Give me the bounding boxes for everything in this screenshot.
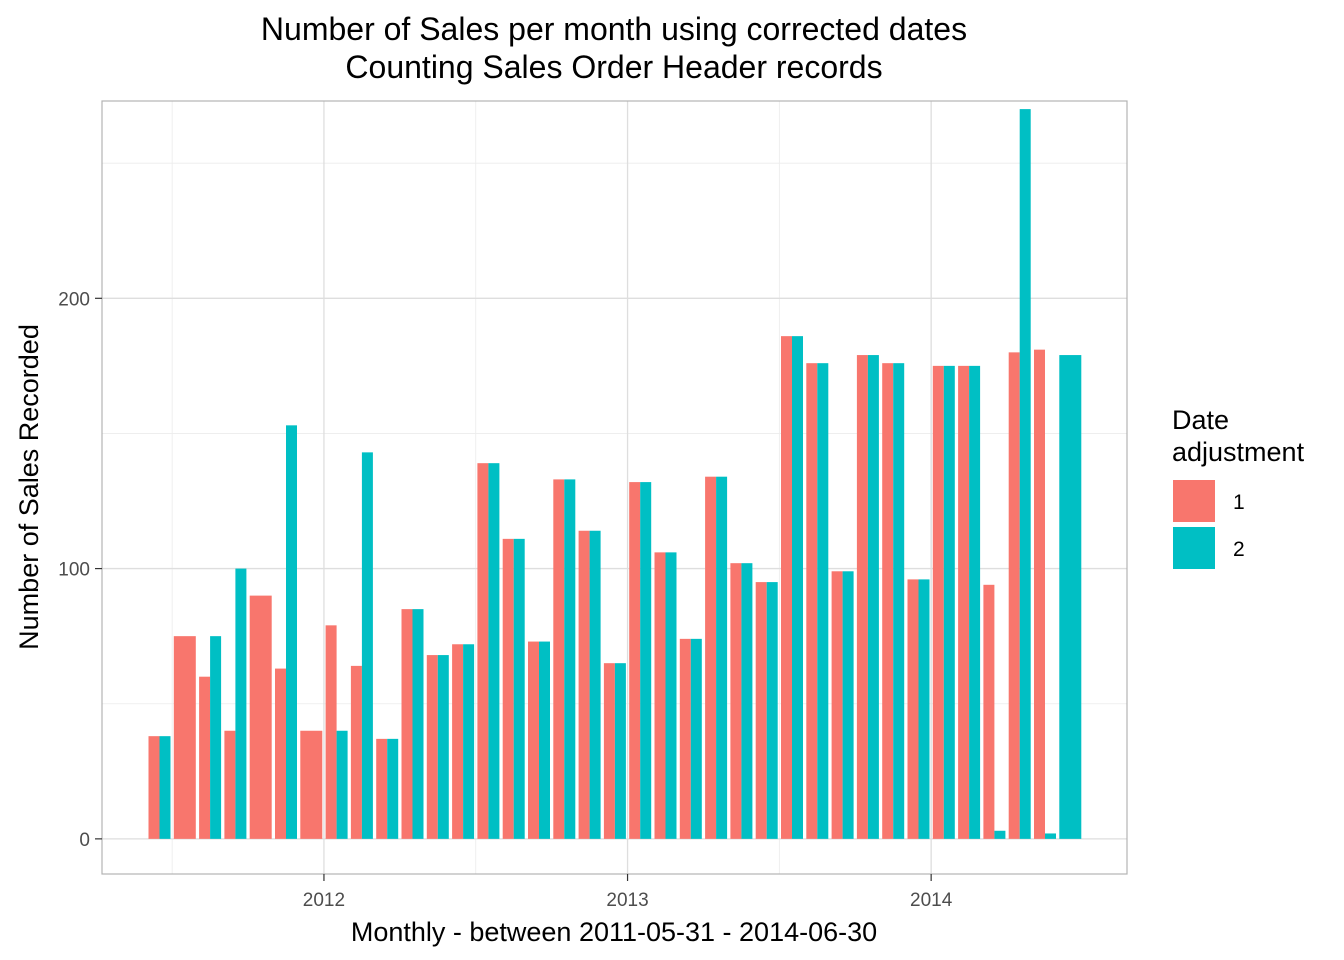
bar-series-1 xyxy=(426,655,438,839)
bar-series-1 xyxy=(350,665,362,839)
bar-series-1 xyxy=(224,730,236,839)
minor-gridlines xyxy=(102,101,1127,874)
bar-series-2 xyxy=(463,644,475,839)
bar-series-1 xyxy=(730,563,742,839)
bar-series-1 xyxy=(629,482,641,839)
bar-series-1 xyxy=(502,538,514,839)
bar-series-2 xyxy=(210,636,222,839)
bar-series-2 xyxy=(513,538,525,839)
bar-series-2 xyxy=(867,355,879,839)
bar-series-2 xyxy=(1059,355,1082,839)
bar-series-1 xyxy=(528,641,539,839)
legend-title-line-1: Date xyxy=(1172,405,1229,435)
bar-series-2 xyxy=(488,463,500,839)
bar-series-2 xyxy=(589,530,601,839)
bar-series-2 xyxy=(792,336,803,839)
bar-series-1 xyxy=(376,738,388,839)
bar-series-2 xyxy=(614,663,626,839)
bar-series-2 xyxy=(361,452,373,839)
bar-series-2 xyxy=(437,655,449,839)
bar-series-1 xyxy=(578,530,590,839)
legend: Date adjustment 1 2 xyxy=(1172,405,1305,569)
legend-label-2: 2 xyxy=(1233,538,1245,561)
bars xyxy=(148,109,1082,839)
bar-series-1 xyxy=(907,579,919,839)
bar-series-1 xyxy=(882,363,894,839)
bar-series-1 xyxy=(1034,349,1045,839)
y-axis-ticks: 0 100 200 xyxy=(58,289,102,851)
plot-panel-border xyxy=(101,100,1128,875)
x-axis-title: Monthly - between 2011-05-31 - 2014-06-3… xyxy=(351,917,877,947)
bar-series-2 xyxy=(235,568,247,839)
bar-series-1 xyxy=(755,582,767,839)
bar-series-1 xyxy=(452,644,464,839)
bar-series-2 xyxy=(336,730,348,839)
chart-title: Number of Sales per month using correcte… xyxy=(261,11,967,47)
legend-swatch-2 xyxy=(1173,527,1215,569)
bar-series-2 xyxy=(893,363,905,839)
legend-title-line-2: adjustment xyxy=(1172,437,1305,467)
bar-series-1 xyxy=(603,663,615,839)
bar-series-1 xyxy=(553,479,565,839)
major-gridlines xyxy=(102,101,1127,874)
bar-series-2 xyxy=(412,609,424,839)
bar-series-1 xyxy=(300,730,323,839)
bar-series-1 xyxy=(958,365,970,839)
chart-subtitle: Counting Sales Order Header records xyxy=(345,49,882,85)
bar-series-2 xyxy=(539,641,550,839)
bar-series-1 xyxy=(173,636,196,839)
bar-series-1 xyxy=(932,365,944,839)
bar-series-1 xyxy=(1008,352,1020,839)
bar-series-2 xyxy=(1045,833,1056,839)
y-tick-label: 100 xyxy=(58,560,90,581)
bar-series-1 xyxy=(654,552,666,839)
bar-series-2 xyxy=(842,571,854,839)
y-tick-label: 200 xyxy=(58,289,90,310)
bar-series-2 xyxy=(817,363,829,839)
bar-series-2 xyxy=(969,365,981,839)
bar-series-1 xyxy=(325,625,337,839)
x-tick-label: 2013 xyxy=(606,890,648,911)
bar-series-2 xyxy=(564,479,576,839)
bar-series-1 xyxy=(983,584,995,839)
bar-series-1 xyxy=(856,355,868,839)
bar-series-1 xyxy=(679,638,691,839)
bar-series-1 xyxy=(781,336,792,839)
bar-series-2 xyxy=(918,579,930,839)
bar-series-1 xyxy=(705,476,717,839)
legend-label-1: 1 xyxy=(1233,491,1245,514)
bar-series-1 xyxy=(249,595,272,839)
bar-series-2 xyxy=(1019,109,1031,839)
bar-series-2 xyxy=(766,582,778,839)
x-axis-ticks: 2012 2013 2014 xyxy=(303,874,953,911)
bar-series-1 xyxy=(199,676,211,839)
y-axis-title: Number of Sales Recorded xyxy=(14,324,44,650)
bar-series-2 xyxy=(640,482,652,839)
bar-series-2 xyxy=(741,563,753,839)
bar-series-2 xyxy=(994,830,1006,839)
bar-series-2 xyxy=(159,736,171,839)
legend-swatch-1 xyxy=(1173,480,1215,522)
bar-series-1 xyxy=(831,571,843,839)
x-tick-label: 2012 xyxy=(303,890,345,911)
bar-series-2 xyxy=(665,552,677,839)
bar-series-1 xyxy=(401,609,413,839)
y-tick-label: 0 xyxy=(79,830,90,851)
bar-series-2 xyxy=(943,365,955,839)
bar-series-2 xyxy=(286,425,297,839)
bar-series-2 xyxy=(690,638,702,839)
bar-series-2 xyxy=(387,738,399,839)
bar-series-1 xyxy=(477,463,489,839)
x-tick-label: 2014 xyxy=(910,890,953,911)
bar-series-1 xyxy=(806,363,818,839)
bar-series-2 xyxy=(716,476,728,839)
bar-series-1 xyxy=(148,736,160,839)
bar-series-1 xyxy=(275,668,286,839)
